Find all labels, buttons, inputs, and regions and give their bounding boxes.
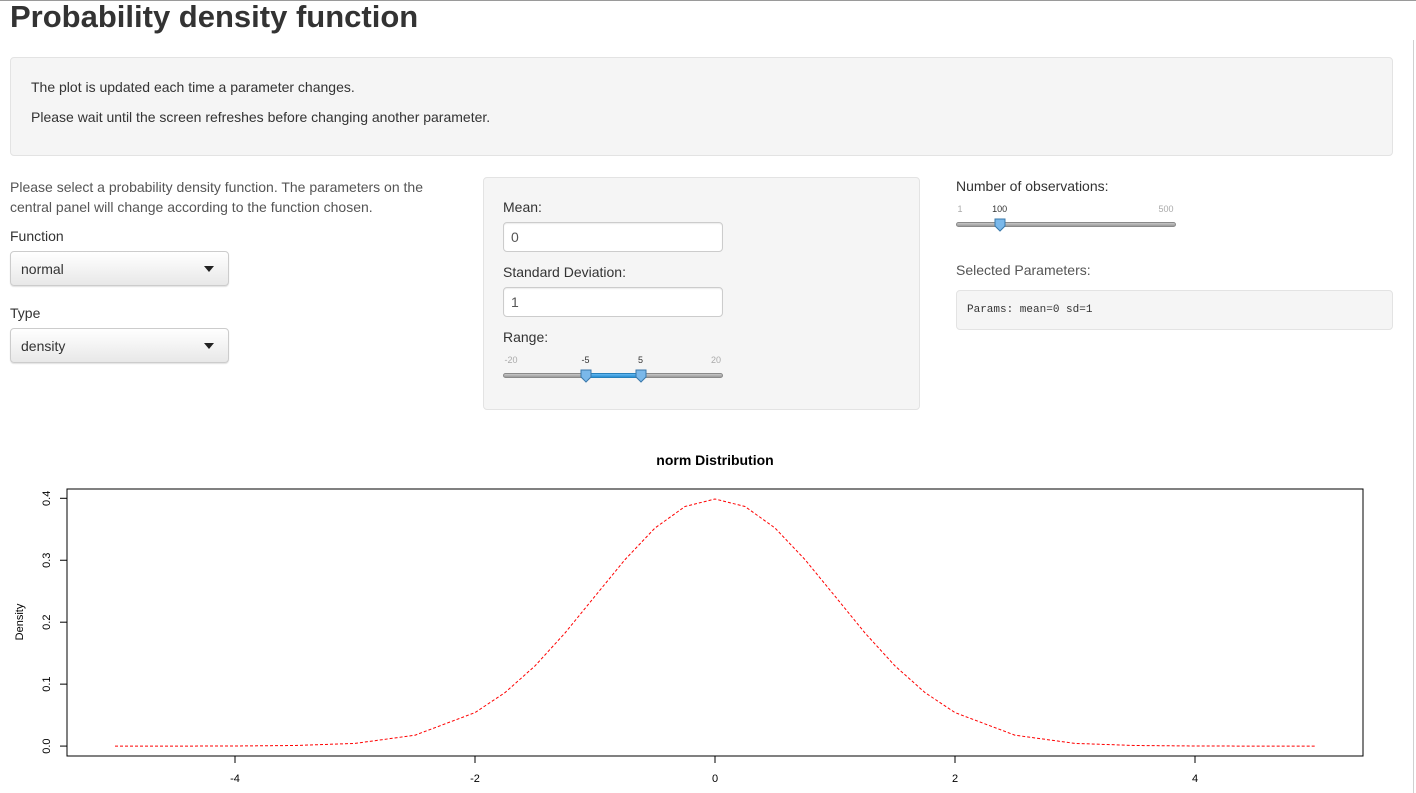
x-tick-label: -4 xyxy=(230,773,240,785)
observations-label: Number of observations: xyxy=(956,178,1109,194)
selected-parameters-output: Params: mean=0 sd=1 xyxy=(956,290,1393,330)
type-select-value: density xyxy=(21,338,66,354)
mean-input[interactable]: 0 xyxy=(503,222,723,252)
range-max-label: 20 xyxy=(710,355,722,365)
range-low-handle[interactable] xyxy=(580,369,592,383)
sd-input-value: 1 xyxy=(511,294,519,310)
observations-value-label: 100 xyxy=(992,204,1008,214)
y-tick-label: 0.4 xyxy=(41,491,53,506)
x-tick-label: -2 xyxy=(470,773,480,785)
chevron-down-icon xyxy=(204,343,214,349)
selected-parameters-label: Selected Parameters: xyxy=(956,262,1091,278)
density-plot: norm Distribution -4 -2 0 2 4 0.00.10.20.30.… xyxy=(14,452,1364,785)
range-min-label: -20 xyxy=(504,355,518,365)
sd-label: Standard Deviation: xyxy=(503,264,626,280)
mean-input-value: 0 xyxy=(511,229,519,245)
parameters-panel: Mean: 0 Standard Deviation: 1 Range: -20… xyxy=(483,177,920,410)
range-high-label: 5 xyxy=(637,355,644,365)
function-select[interactable]: normal xyxy=(10,251,229,286)
type-label: Type xyxy=(10,305,41,321)
params-text: Params: mean=0 sd=1 xyxy=(967,304,1093,316)
observations-max-label: 500 xyxy=(1158,204,1174,214)
observations-handle[interactable] xyxy=(994,218,1006,232)
range-label: Range: xyxy=(503,329,549,345)
function-help-text: Please select a probability density func… xyxy=(10,179,423,215)
sd-input[interactable]: 1 xyxy=(503,287,723,317)
info-panel: The plot is updated each time a paramete… xyxy=(10,57,1393,156)
range-slider[interactable]: -20 -5 5 20 xyxy=(503,355,723,385)
type-select[interactable]: density xyxy=(10,328,229,363)
observations-slider[interactable]: 1 100 500 xyxy=(956,204,1176,234)
function-select-value: normal xyxy=(21,261,64,277)
y-tick-label: 0.3 xyxy=(41,553,53,568)
top-border xyxy=(0,0,1416,1)
y-axis-label: Density xyxy=(14,603,26,640)
function-label: Function xyxy=(10,228,64,244)
y-tick-label: 0.1 xyxy=(41,676,53,691)
observations-slider-track[interactable] xyxy=(956,222,1176,227)
y-tick-label: 0.2 xyxy=(41,615,53,630)
x-tick-label: 2 xyxy=(952,773,958,785)
x-axis: -4 -2 0 2 4 xyxy=(230,755,1198,785)
range-high-handle[interactable] xyxy=(635,369,647,383)
mean-label: Mean: xyxy=(503,199,542,215)
info-line-2: Please wait until the screen refreshes b… xyxy=(31,109,491,125)
observations-min-label: 1 xyxy=(957,204,963,214)
density-curve xyxy=(115,498,1315,747)
y-axis: 0.0 0.1 0.2 0.3 0.4 xyxy=(41,491,68,754)
x-tick-label: 4 xyxy=(1192,773,1198,785)
page-title: Probability density function xyxy=(10,0,419,34)
y-tick-label: 0.0 xyxy=(41,738,53,753)
range-low-label: -5 xyxy=(581,355,590,365)
chart-title: norm Distribution xyxy=(656,452,773,468)
plot-frame xyxy=(66,488,1364,757)
x-tick-label: 0 xyxy=(712,773,718,785)
chevron-down-icon xyxy=(204,266,214,272)
range-slider-selection xyxy=(585,373,641,378)
scroll-edge xyxy=(1413,40,1414,793)
info-line-1: The plot is updated each time a paramete… xyxy=(31,79,355,95)
